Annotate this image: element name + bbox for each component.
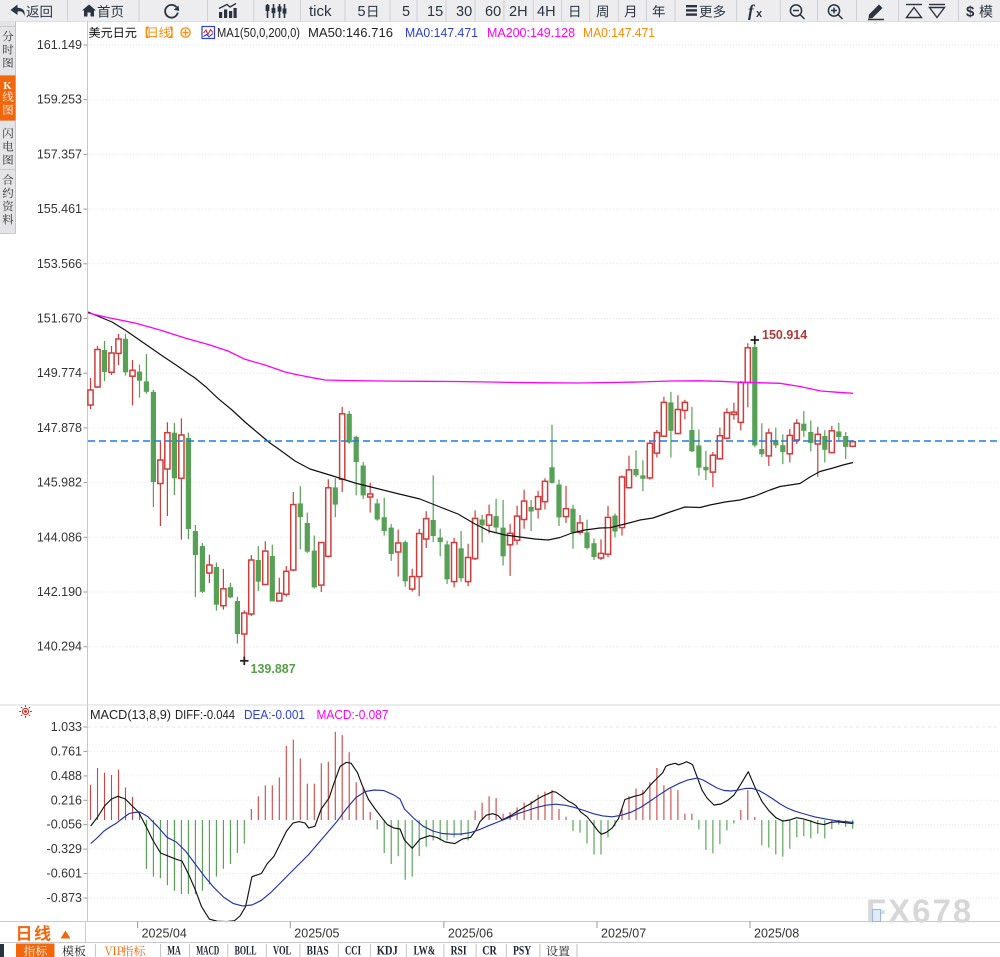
- svg-text:DIFF:-0.044: DIFF:-0.044: [175, 707, 235, 722]
- svg-text:140.294: 140.294: [37, 640, 82, 654]
- svg-text:157.357: 157.357: [37, 147, 82, 161]
- svg-text:KDJ: KDJ: [377, 944, 398, 957]
- svg-text:DEA:-0.001: DEA:-0.001: [244, 707, 305, 722]
- svg-text:MA1(50,0,200,0): MA1(50,0,200,0): [217, 25, 300, 40]
- svg-text:0.216: 0.216: [51, 793, 82, 807]
- svg-text:2025/04: 2025/04: [142, 927, 187, 941]
- svg-text:4H: 4H: [537, 4, 556, 20]
- svg-text:tick: tick: [309, 3, 332, 20]
- svg-text:LW&: LW&: [414, 944, 436, 957]
- svg-text:2025/06: 2025/06: [448, 927, 493, 941]
- svg-text:147.878: 147.878: [37, 421, 82, 435]
- svg-text:-0.056: -0.056: [47, 818, 82, 832]
- svg-text:f: f: [748, 2, 756, 21]
- svg-text:2025/05: 2025/05: [294, 927, 339, 941]
- svg-text:159.253: 159.253: [37, 93, 82, 107]
- svg-text:BIAS: BIAS: [307, 944, 329, 957]
- svg-text:-0.601: -0.601: [47, 867, 82, 881]
- svg-text:60: 60: [485, 4, 501, 20]
- svg-text:15: 15: [427, 4, 443, 20]
- svg-text:MACD: MACD: [196, 944, 219, 957]
- svg-text:150.914: 150.914: [762, 328, 807, 342]
- svg-text:MA0:147.471: MA0:147.471: [405, 25, 478, 40]
- svg-text:142.190: 142.190: [37, 585, 82, 599]
- svg-text:MA50:146.716: MA50:146.716: [308, 25, 393, 40]
- svg-text:RSI: RSI: [451, 944, 467, 957]
- svg-text:K: K: [3, 81, 12, 92]
- svg-text:CR: CR: [482, 944, 497, 957]
- svg-text:CCI: CCI: [345, 944, 361, 957]
- svg-text:149.774: 149.774: [37, 366, 82, 380]
- svg-text:151.670: 151.670: [37, 312, 82, 326]
- svg-text:139.887: 139.887: [251, 662, 296, 676]
- svg-text:144.086: 144.086: [37, 530, 82, 544]
- svg-text:PSY: PSY: [513, 944, 531, 957]
- svg-text:-0.873: -0.873: [47, 891, 82, 905]
- svg-text:MA0:147.471: MA0:147.471: [583, 25, 655, 40]
- svg-text:0.761: 0.761: [51, 744, 82, 758]
- svg-text:VOL: VOL: [273, 944, 291, 957]
- svg-text:30: 30: [456, 4, 472, 20]
- svg-text:2H: 2H: [509, 4, 528, 20]
- svg-text:$: $: [966, 4, 975, 21]
- svg-text:1.033: 1.033: [51, 720, 82, 734]
- svg-text:5: 5: [402, 4, 410, 20]
- svg-text:x: x: [756, 8, 763, 20]
- svg-text:FX678: FX678: [866, 893, 973, 930]
- svg-text:0.488: 0.488: [51, 769, 82, 783]
- svg-text:MACD(13,8,9): MACD(13,8,9): [90, 707, 171, 722]
- svg-text:MACD:-0.087: MACD:-0.087: [317, 707, 389, 722]
- svg-text:MA: MA: [167, 944, 180, 957]
- svg-text:153.566: 153.566: [37, 257, 82, 271]
- svg-text:MA200:149.128: MA200:149.128: [487, 25, 575, 40]
- svg-text:145.982: 145.982: [37, 476, 82, 490]
- svg-text:155.461: 155.461: [37, 202, 82, 216]
- svg-text:2025/08: 2025/08: [754, 927, 799, 941]
- svg-text:-0.329: -0.329: [47, 842, 82, 856]
- svg-text:2025/07: 2025/07: [601, 927, 646, 941]
- svg-text:5: 5: [358, 4, 366, 20]
- svg-text:161.149: 161.149: [37, 38, 82, 52]
- svg-text:BOLL: BOLL: [235, 944, 257, 957]
